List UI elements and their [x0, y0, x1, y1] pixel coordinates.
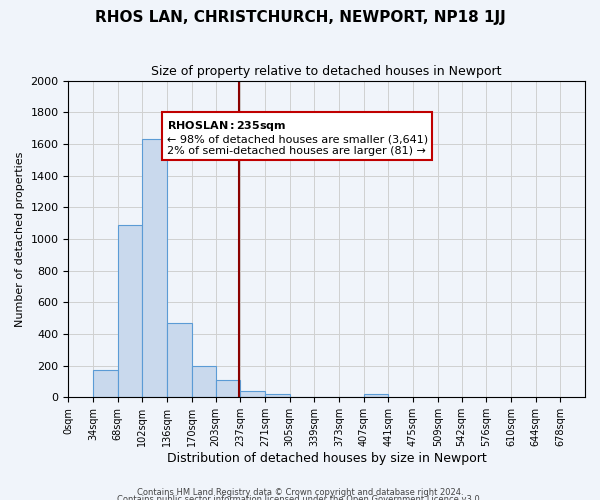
Bar	[265, 394, 290, 398]
Text: RHOS LAN, CHRISTCHURCH, NEWPORT, NP18 1JJ: RHOS LAN, CHRISTCHURCH, NEWPORT, NP18 1J…	[95, 10, 505, 25]
Bar	[93, 370, 118, 398]
X-axis label: Distribution of detached houses by size in Newport: Distribution of detached houses by size …	[167, 452, 487, 465]
Text: Contains HM Land Registry data © Crown copyright and database right 2024.: Contains HM Land Registry data © Crown c…	[137, 488, 463, 497]
Bar	[364, 394, 388, 398]
Bar	[241, 391, 265, 398]
Title: Size of property relative to detached houses in Newport: Size of property relative to detached ho…	[151, 65, 502, 78]
Bar	[118, 224, 142, 398]
Text: Contains public sector information licensed under the Open Government Licence v3: Contains public sector information licen…	[118, 496, 482, 500]
Y-axis label: Number of detached properties: Number of detached properties	[15, 152, 25, 326]
Bar	[215, 380, 241, 398]
Bar	[192, 366, 217, 398]
Text: $\bf{RHOS LAN: 235sqm}$
← 98% of detached houses are smaller (3,641)
2% of semi-: $\bf{RHOS LAN: 235sqm}$ ← 98% of detache…	[167, 118, 428, 156]
Bar	[167, 323, 192, 398]
Bar	[142, 139, 167, 398]
